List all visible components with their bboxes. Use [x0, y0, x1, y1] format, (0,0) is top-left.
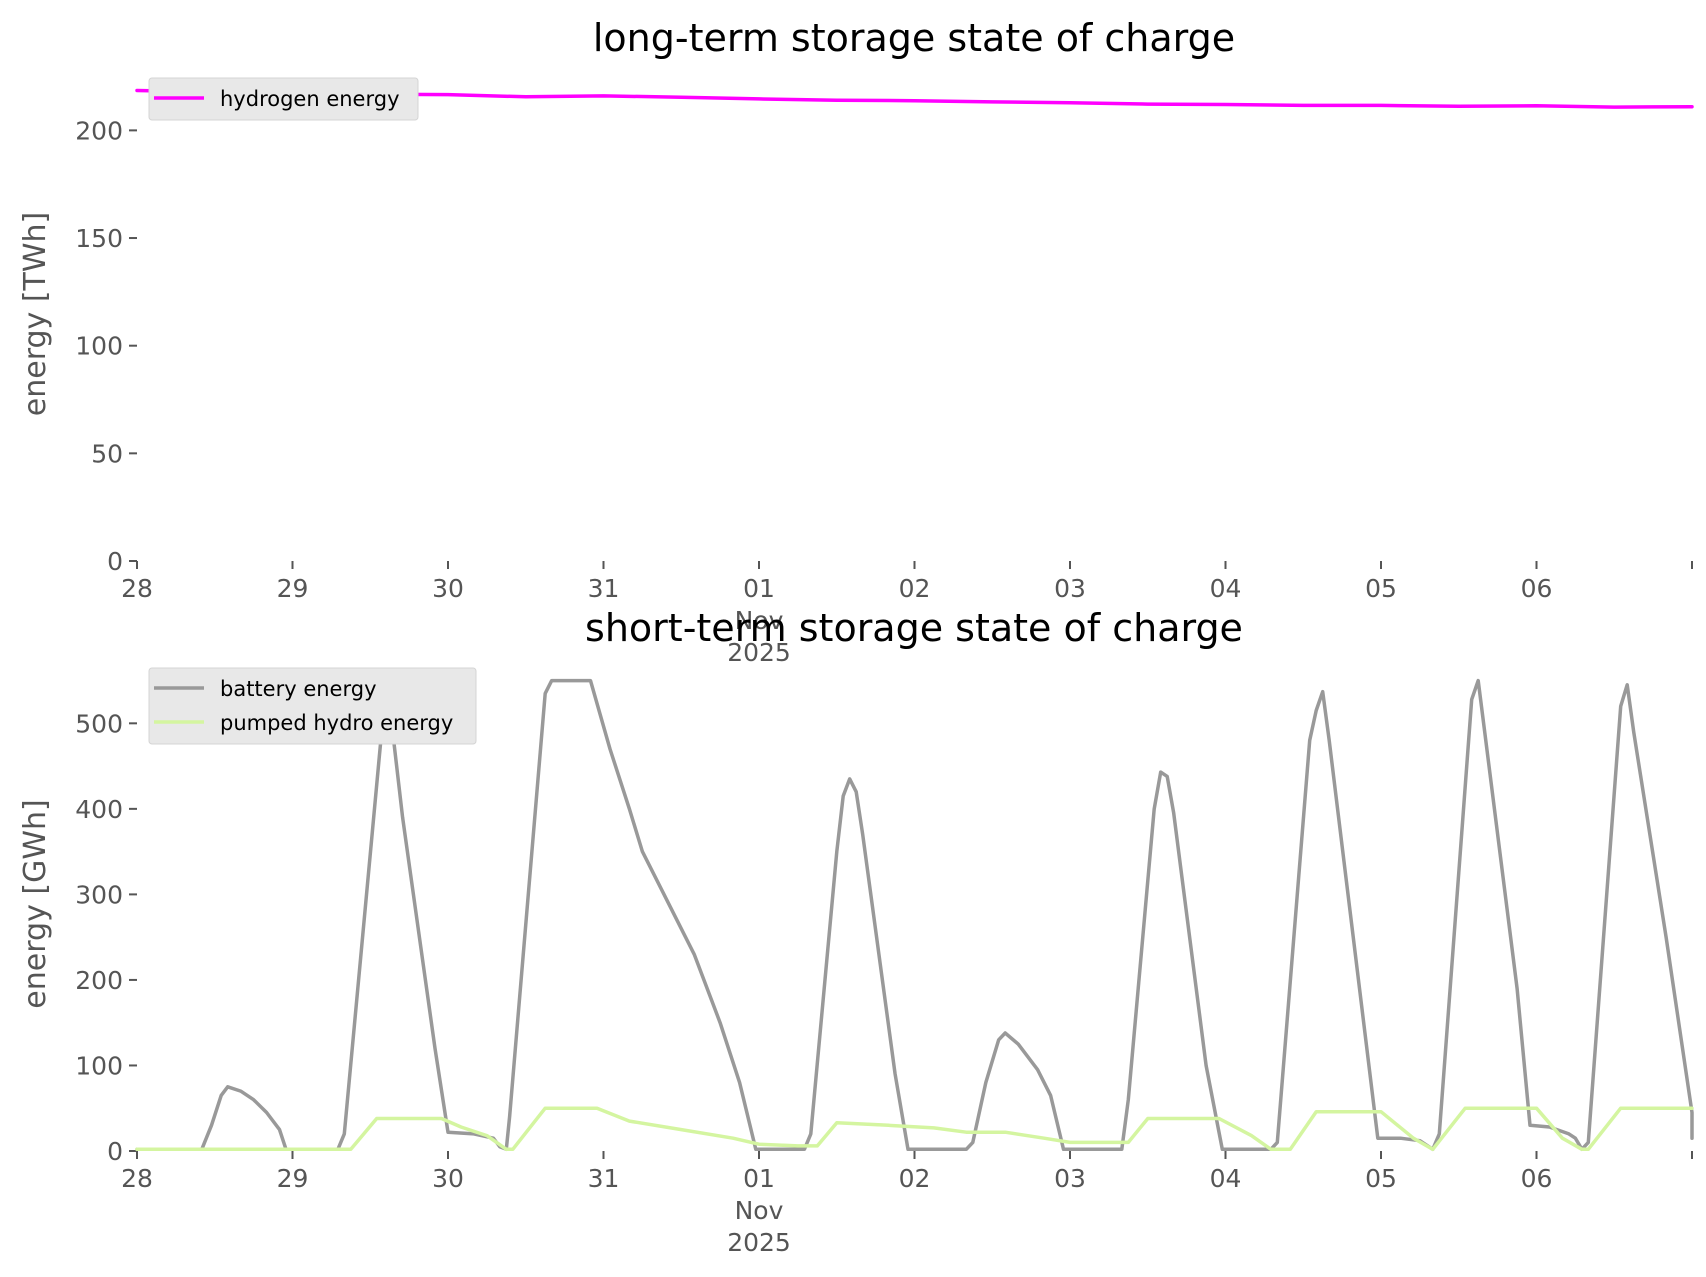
chart-title: short-term storage state of charge — [585, 606, 1243, 650]
y-tick-label: 200 — [75, 116, 123, 145]
legend-box — [148, 77, 419, 121]
x-axis-ticks: 28 29 30 31 01 Nov 2025 02 03 04 05 06 — [121, 561, 1693, 667]
x-tick-label: 2025 — [727, 638, 791, 667]
y-tick-label: 0 — [107, 547, 123, 576]
x-tick-label: 01 — [743, 574, 775, 603]
legend: hydrogen energy — [148, 77, 419, 121]
y-tick-label: 100 — [75, 1051, 123, 1080]
x-tick-label: 02 — [899, 1164, 931, 1193]
x-tick-label: 29 — [277, 1164, 309, 1193]
x-tick-label: 29 — [277, 574, 309, 603]
x-tick-label: 31 — [588, 574, 620, 603]
y-tick-label: 400 — [75, 795, 123, 824]
x-tick-label: Nov — [735, 606, 784, 635]
x-tick-label: 06 — [1521, 1164, 1553, 1193]
legend-label-pumped-hydro: pumped hydro energy — [220, 711, 453, 735]
x-tick-label: 03 — [1054, 574, 1086, 603]
x-tick-label: 05 — [1365, 574, 1397, 603]
x-tick-label: Nov — [735, 1196, 784, 1225]
legend-label-battery: battery energy — [220, 677, 377, 701]
x-tick-label: 06 — [1521, 574, 1553, 603]
x-tick-label: 28 — [121, 1164, 153, 1193]
y-axis-ticks: 0 50 100 150 200 — [75, 116, 137, 576]
legend-label-hydrogen: hydrogen energy — [220, 87, 400, 111]
short-term-storage-chart: short-term storage state of charge energ… — [18, 606, 1694, 1257]
x-tick-label: 02 — [899, 574, 931, 603]
y-axis-label: energy [TWh] — [18, 212, 53, 416]
legend: battery energy pumped hydro energy — [148, 667, 477, 745]
x-tick-label: 04 — [1210, 1164, 1242, 1193]
x-tick-label: 04 — [1210, 574, 1242, 603]
y-tick-label: 150 — [75, 224, 123, 253]
long-term-storage-chart: long-term storage state of charge energy… — [18, 16, 1694, 667]
x-tick-label: 03 — [1054, 1164, 1086, 1193]
legend-box — [148, 667, 477, 745]
x-tick-label: 30 — [432, 1164, 464, 1193]
series-line-pumped-hydro-energy — [135, 1106, 1694, 1152]
x-tick-label: 2025 — [727, 1228, 791, 1257]
y-tick-label: 500 — [75, 709, 123, 738]
chart-title: long-term storage state of charge — [593, 16, 1235, 60]
x-tick-label: 01 — [743, 1164, 775, 1193]
x-tick-label: 31 — [588, 1164, 620, 1193]
y-tick-label: 100 — [75, 332, 123, 361]
x-axis-ticks: 28 29 30 31 01 Nov 2025 02 03 04 05 06 — [121, 1151, 1693, 1257]
series-line-battery-energy — [135, 678, 1694, 1152]
x-tick-label: 30 — [432, 574, 464, 603]
y-tick-label: 200 — [75, 966, 123, 995]
y-axis-label: energy [GWh] — [18, 799, 53, 1008]
x-tick-label: 28 — [121, 574, 153, 603]
x-tick-label: 05 — [1365, 1164, 1397, 1193]
series-lines — [135, 678, 1694, 1152]
y-tick-label: 0 — [107, 1137, 123, 1166]
y-tick-label: 50 — [91, 439, 123, 468]
y-axis-ticks: 0 100 200 300 400 500 — [75, 709, 137, 1166]
y-tick-label: 300 — [75, 880, 123, 909]
